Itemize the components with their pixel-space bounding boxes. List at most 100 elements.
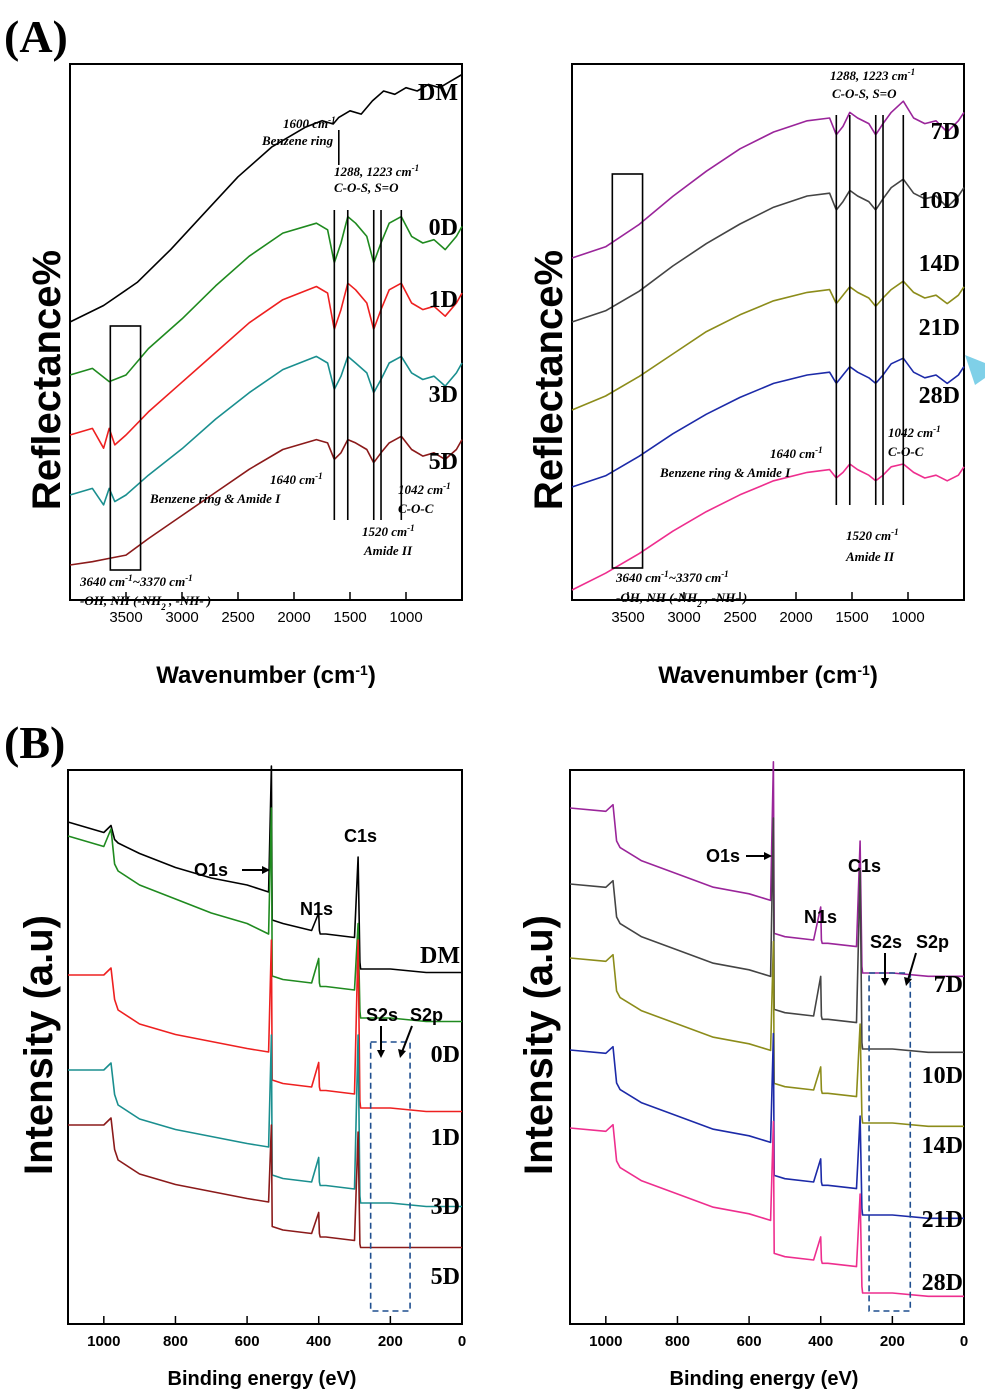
xtick-label-a-left-1500: 1500: [333, 609, 366, 626]
chart-a-right: Reflectance% Wavenumber (cm-1) 3500 3000 2…: [527, 63, 965, 689]
series-label-7d: 7D: [931, 119, 960, 145]
svg-text:1520 cm-1: 1520 cm-1: [846, 527, 899, 543]
annotation-1520-a-right: 1520 cm-1 Amide II: [845, 527, 899, 564]
svg-text:1042 cm-1: 1042 cm-1: [398, 481, 451, 497]
series-line-b-right-7d: [569, 761, 964, 978]
annotation-1042-a-right: 1042 cm-1 C-O-C: [888, 424, 941, 459]
svg-text:C-O-C: C-O-C: [398, 501, 434, 516]
svg-text:S2s: S2s: [366, 1005, 398, 1025]
plot-frame-b-left: [67, 769, 463, 1325]
panel-label-b: (B): [4, 717, 65, 768]
xtick-label-b-right-200: 200: [880, 1333, 905, 1350]
series-line-a-right-28d: [571, 463, 965, 591]
chart-b-right: Intensity (a.u) Binding energy (eV) 1000…: [517, 761, 968, 1390]
series-line-a-left-3d: [69, 355, 463, 506]
series-line-a-right-10d: [571, 178, 965, 323]
series-group-b-left: [67, 765, 462, 1249]
oh-nh-box-a-left: [109, 325, 142, 571]
svg-text:C-O-S, S=O: C-O-S, S=O: [334, 180, 399, 195]
series-line-b-left-0d: [67, 807, 462, 1023]
svg-text:-OH, NH (-NH2 , -NH- ): -OH, NH (-NH2 , -NH- ): [616, 590, 747, 609]
chart-a-left: Reflectance% Wavenumber (cm-1) 3500 3000 2…: [25, 63, 463, 689]
svg-text:S2p: S2p: [916, 932, 949, 952]
guide-lines-a-right: [835, 115, 905, 505]
ylabel-a-left: Reflectance%: [25, 250, 69, 510]
guide-lines-a-left: [333, 130, 403, 520]
series-label-3d: 3D: [429, 382, 458, 408]
peak-o1s-b-left: O1s: [194, 860, 270, 880]
svg-text:S2p: S2p: [410, 1005, 443, 1025]
panel-label-a: (A): [4, 11, 68, 62]
svg-text:Amide II: Amide II: [363, 543, 413, 558]
xtick-label-a-right-2000: 2000: [779, 609, 812, 626]
svg-text:1600 cm-1: 1600 cm-1: [283, 115, 336, 131]
series-line-b-right-14d: [569, 940, 964, 1128]
xtick-label-a-left-2500: 2500: [221, 609, 254, 626]
series-label-b-dm: DM: [420, 943, 460, 969]
series-label-b-7d: 7D: [934, 972, 963, 998]
series-label-b-10d: 10D: [922, 1063, 963, 1089]
svg-text:1640 cm-1: 1640 cm-1: [270, 471, 323, 487]
annotation-1600: 1600 cm-1 Benzene ring: [261, 115, 336, 148]
series-group-b-right: [569, 761, 964, 1298]
sulfur-box-b-right: [868, 972, 912, 1312]
svg-text:Benzene ring & Amide I: Benzene ring & Amide I: [149, 491, 281, 506]
xtick-label-b-left-1000: 1000: [87, 1333, 120, 1350]
peak-n1s-b-left: N1s: [300, 899, 333, 919]
peak-c1s-b-right: C1s: [848, 856, 881, 876]
peak-s2s-b-right: S2s: [870, 932, 902, 986]
peak-c1s-b-left: C1s: [344, 826, 377, 846]
plot-frame-a-right: [571, 63, 965, 601]
svg-text:1288, 1223 cm-1: 1288, 1223 cm-1: [830, 67, 915, 83]
ylabel-a-right: Reflectance%: [527, 250, 571, 510]
xtick-label-a-right-2500: 2500: [723, 609, 756, 626]
series-label-b-5d: 5D: [431, 1264, 460, 1290]
series-label-21d: 21D: [919, 315, 960, 341]
xtick-label-a-right-3000: 3000: [667, 609, 700, 626]
series-label-b-21d: 21D: [922, 1207, 963, 1233]
xlabel-b-left: Binding energy (eV): [168, 1368, 357, 1390]
svg-text:1520 cm-1: 1520 cm-1: [362, 523, 415, 539]
peak-o1s-b-right: O1s: [706, 846, 772, 866]
xtick-label-a-left-3000: 3000: [165, 609, 198, 626]
annotation-1042-a-left: 1042 cm-1 C-O-C: [398, 481, 451, 516]
series-line-b-left-dm: [67, 765, 462, 974]
xtick-label-b-right-800: 800: [665, 1333, 690, 1350]
series-line-b-right-10d: [569, 817, 964, 1054]
annotation-1520-a-left: 1520 cm-1 Amide II: [362, 523, 415, 558]
series-line-a-left-5d: [69, 435, 463, 566]
svg-text:1288, 1223 cm-1: 1288, 1223 cm-1: [334, 163, 419, 179]
ylabel-b-right: Intensity (a.u): [517, 915, 561, 1175]
svg-text:O1s: O1s: [194, 860, 228, 880]
series-line-a-right-14d: [571, 280, 965, 411]
xtick-label-a-right-3500: 3500: [611, 609, 644, 626]
series-group-a-left: [69, 73, 463, 566]
svg-text:1042 cm-1: 1042 cm-1: [888, 424, 941, 440]
plot-frame-b-right: [569, 769, 965, 1325]
peak-s2p-b-right: S2p: [904, 932, 949, 986]
xlabel-a-right: Wavenumber (cm-1): [658, 662, 878, 689]
chart-b-left: Intensity (a.u) Binding energy (eV) 1000…: [17, 765, 466, 1390]
series-line-a-left-dm: [69, 73, 463, 323]
svg-text:C-O-C: C-O-C: [888, 444, 924, 459]
xticks-a-right: 3500 3000 2500 2000 1500 1000: [611, 592, 925, 626]
annotation-oh-nh-a-left: 3640 cm-1~3370 cm-1 -OH, NH (-NH2 , -NH-…: [79, 573, 211, 612]
series-label-10d: 10D: [919, 188, 960, 214]
peak-s2p-b-left: S2p: [398, 1005, 443, 1058]
xtick-label-a-right-1000: 1000: [891, 609, 924, 626]
xtick-label-b-left-800: 800: [163, 1333, 188, 1350]
xtick-label-b-left-600: 600: [235, 1333, 260, 1350]
annotation-1288-1223-a-left: 1288, 1223 cm-1 C-O-S, S=O: [334, 163, 419, 195]
xlabel-b-right: Binding energy (eV): [670, 1368, 859, 1390]
series-label-b-3d: 3D: [431, 1194, 460, 1220]
series-label-b-28d: 28D: [922, 1270, 963, 1296]
annotation-1640-a-left: 1640 cm-1 Benzene ring & Amide I: [149, 471, 323, 506]
series-label-b-0d: 0D: [431, 1042, 460, 1068]
series-label-0d: 0D: [429, 215, 458, 241]
sulfur-box-b-left: [369, 1041, 411, 1312]
xtick-label-b-left-400: 400: [306, 1333, 331, 1350]
svg-text:-OH, NH (-NH2 , -NH- ): -OH, NH (-NH2 , -NH- ): [80, 593, 211, 612]
series-label-5d: 5D: [429, 449, 458, 475]
svg-text:Benzene ring: Benzene ring: [261, 133, 334, 148]
